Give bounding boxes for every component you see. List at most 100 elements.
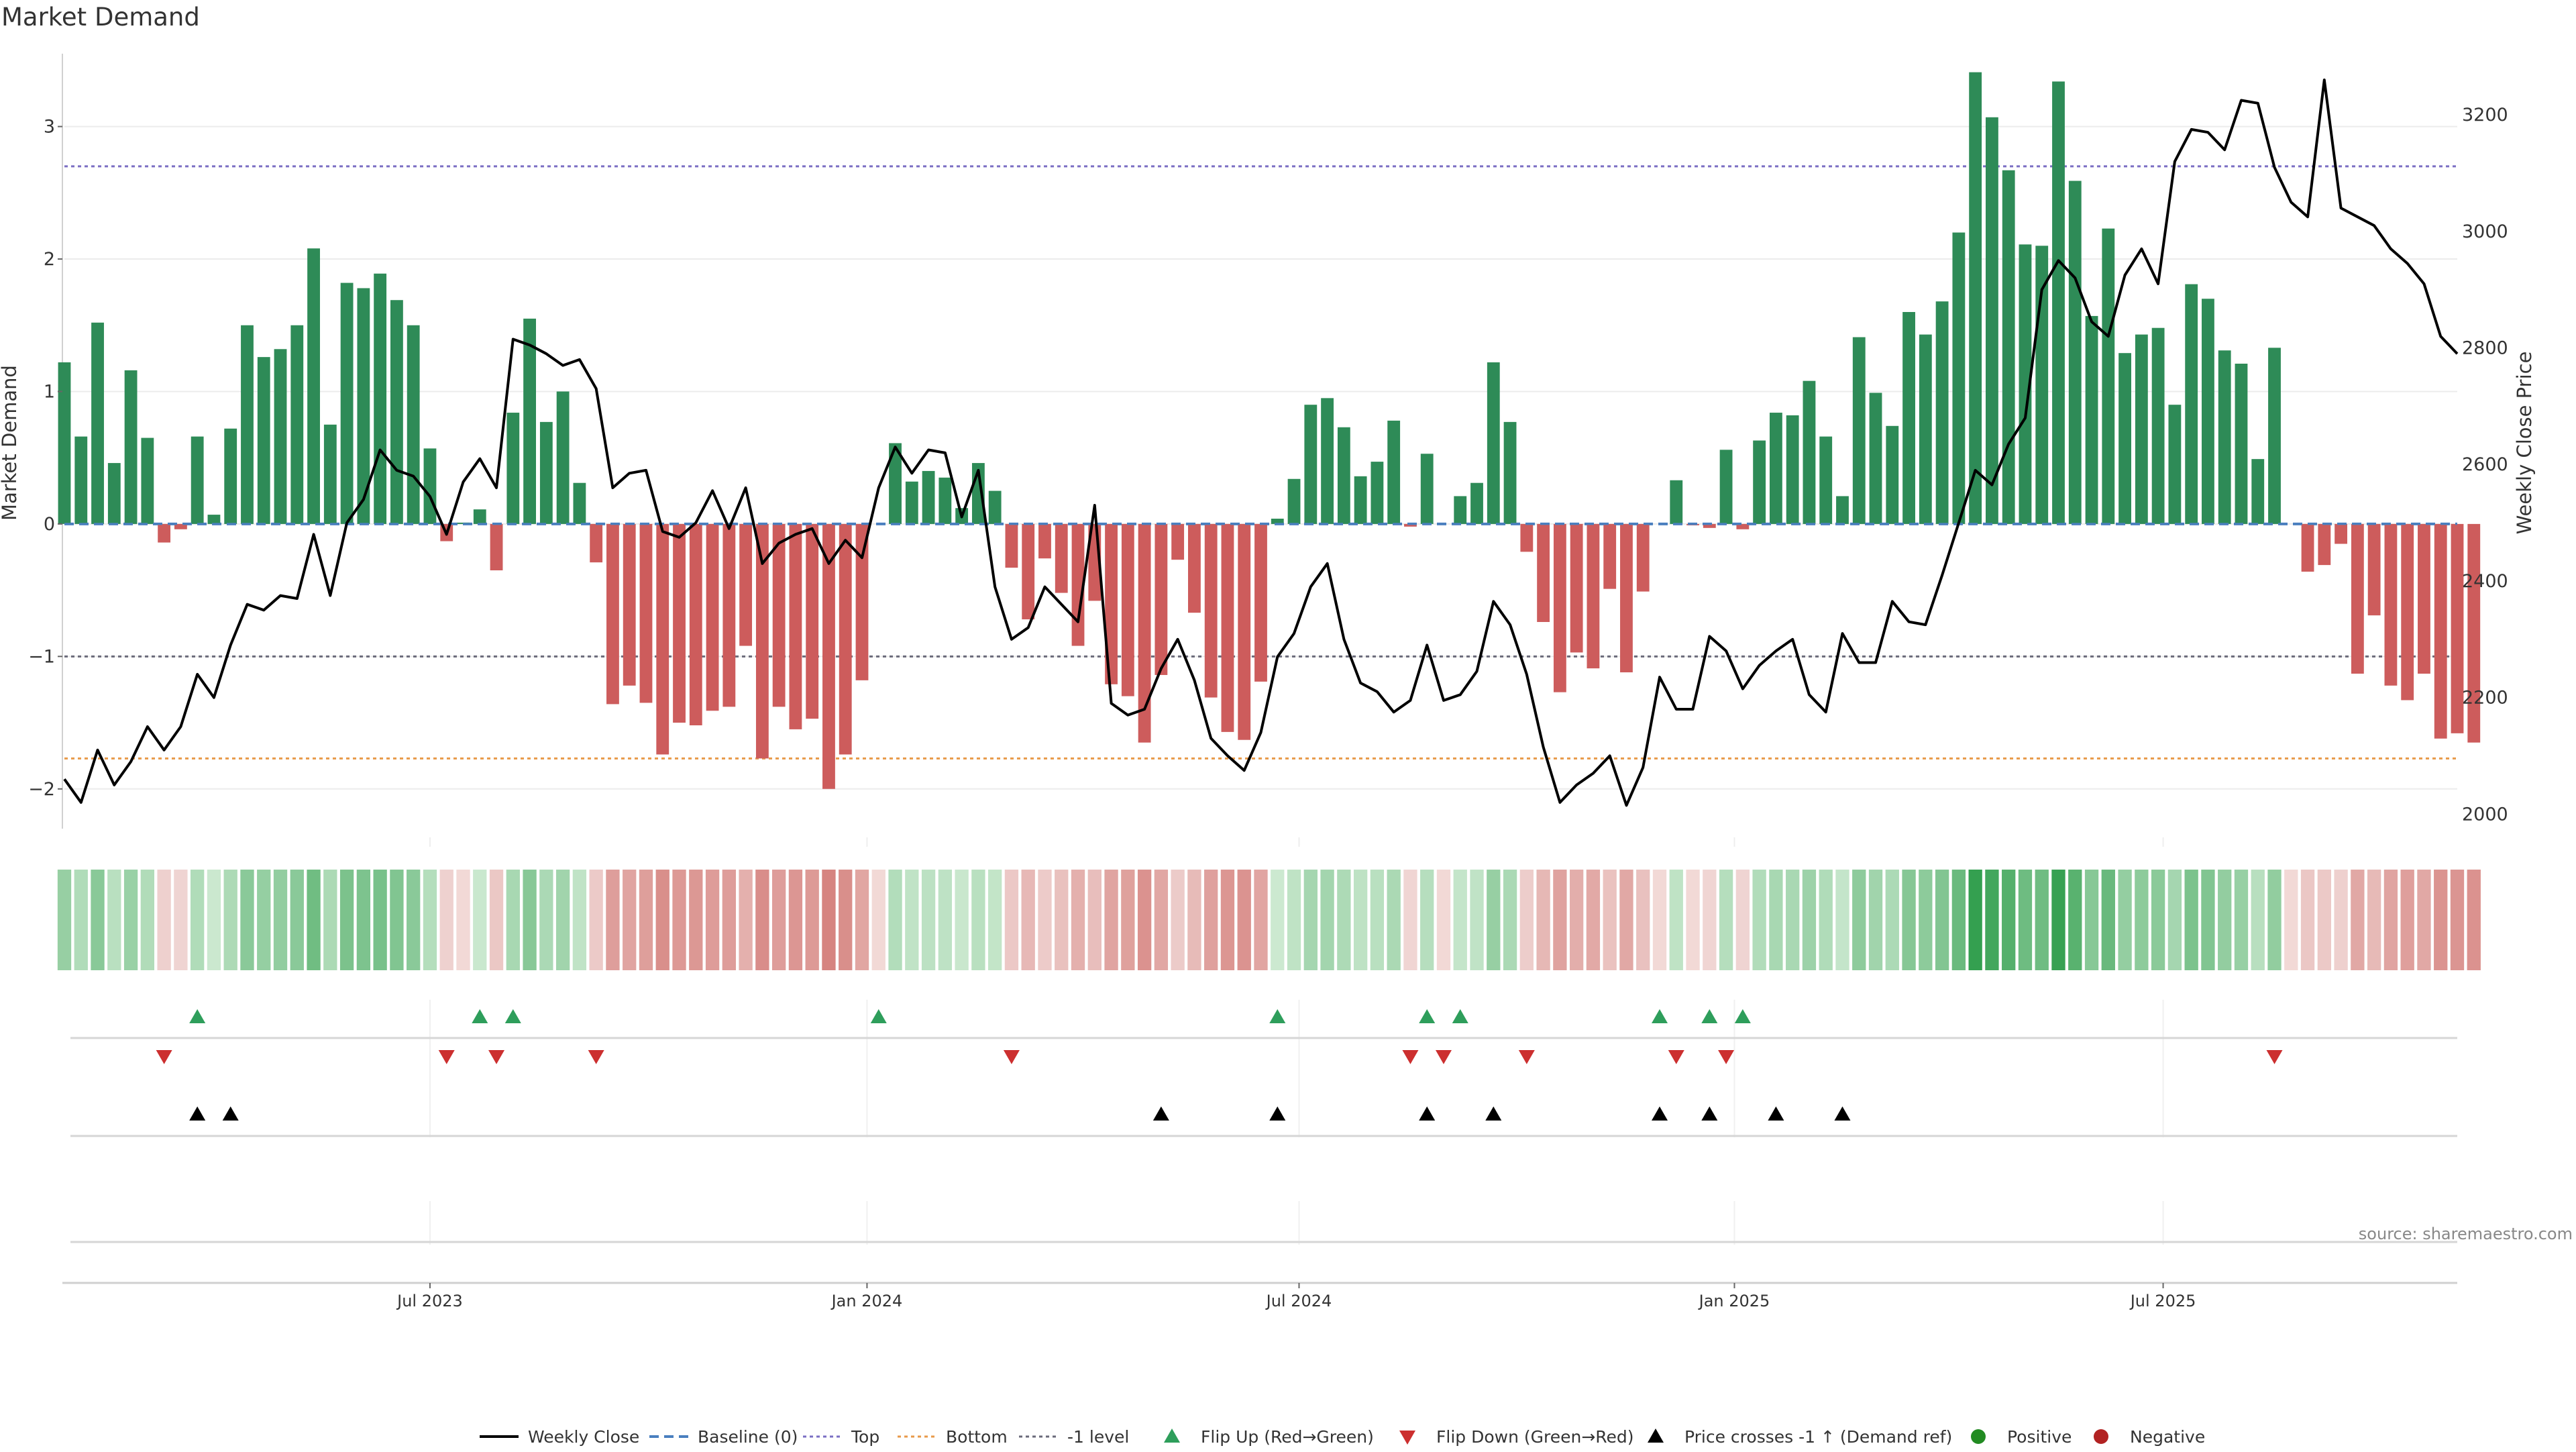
legend-label: Weekly Close [528,1427,639,1447]
flip-down-marker [1518,1050,1535,1064]
strip-cell [672,870,686,970]
strip-cell [623,870,637,970]
strip-cell [1868,870,1883,970]
x-tick-label: Jul 2024 [1265,1292,1332,1310]
strip-cell [1021,870,1035,970]
demand-bar [1603,523,1617,589]
strip-cell [639,870,653,970]
right-tick-label: 2600 [2462,454,2508,475]
strip-cell [2135,870,2149,970]
strip-cell [589,870,603,970]
strip-cell [1337,870,1351,970]
strip-cell [506,870,520,970]
strip-cell [1038,870,1052,970]
strip-cell [1503,870,1517,970]
price-cross-marker [222,1106,239,1121]
demand-bar [1254,523,1267,682]
strip-cell [839,870,853,970]
strip-cell [1919,870,1933,970]
left-tick-label: 1 [44,381,55,402]
demand-bar [556,391,570,524]
demand-bar [1836,496,1849,524]
strip-cell [1370,870,1385,970]
demand-bar [623,523,636,686]
left-tick-label: 2 [44,249,55,270]
flip-down-marker [1668,1050,1684,1064]
strip-cell [257,870,271,970]
strip-cell [390,870,404,970]
demand-bar [1304,405,1318,524]
strip-cell [1553,870,1567,970]
demand-bar [2118,353,2131,524]
strip-cell [2251,870,2265,970]
strip-cell [523,870,537,970]
right-axis-ticks: 2000 2200 2400 2600 2800 3000 3200 [2462,105,2508,825]
demand-bar [2168,405,2182,524]
strip-cell [855,870,869,970]
strip-cell [1719,870,1733,970]
strip-cell [1619,870,1633,970]
demand-bar [606,523,619,705]
strip-cell [2300,870,2315,970]
strip-cell [1303,870,1318,970]
flip-up-marker [1701,1009,1718,1023]
demand-bar [590,523,603,563]
demand-bar [1005,523,1018,568]
strip-cell [373,870,387,970]
strip-cell [2035,870,2049,970]
strip-cell [2467,870,2481,970]
strip-cell [1569,870,1584,970]
demand-bar [2202,299,2214,524]
strip-cell [2234,870,2249,970]
demand-bar [722,523,736,707]
source-note: source: sharemaestro.com [2359,1225,2573,1243]
strip-cell [1819,870,1833,970]
demand-bar [2401,523,2414,701]
strip-cell [91,870,105,970]
strip-cell [2383,870,2398,970]
demand-bar [1071,523,1085,646]
demand-bar [2451,523,2464,733]
flip-up-marker [1652,1009,1668,1023]
demand-bar [1454,496,1467,524]
demand-bar [2434,523,2447,739]
price-cross-marker [189,1106,206,1121]
price-cross-marker [1834,1106,1851,1121]
demand-bar [1620,523,1633,673]
flip-down-marker [488,1050,505,1064]
demand-bar [74,436,88,524]
strip-cell [1403,870,1417,970]
demand-bar [2268,348,2281,524]
demand-bar [523,318,536,524]
demand-bar [1819,436,1833,524]
strip-cell [1137,870,1152,970]
right-tick-label: 2800 [2462,338,2508,359]
x-tick-label: Jan 2025 [1698,1292,1770,1310]
demand-bar [473,509,486,524]
demand-bar [141,437,154,524]
demand-bar [1354,476,1367,524]
demand-bar [506,413,520,524]
x-axis: Jul 2023 Jan 2024 Jul 2024 Jan 2025 Jul 2025 [62,1282,2457,1310]
strip-cell [123,870,138,970]
demand-bar [1769,413,1782,524]
strip-cell [174,870,188,970]
demand-bar [922,470,935,524]
x-tick-label: Jan 2024 [830,1292,903,1310]
legend-marker-triangle-down [1399,1431,1415,1445]
demand-bar [423,448,437,524]
flip-down-marker [1435,1050,1452,1064]
weekly-close-polyline [63,79,2459,807]
strip-cell [473,870,487,970]
demand-bar [1420,454,1434,524]
demand-bar [1171,523,1185,560]
strip-cell [1669,870,1683,970]
strip-cell [888,870,902,970]
flip-up-marker [1269,1009,1286,1023]
price-cross-marker [1768,1106,1784,1121]
demand-bar [174,523,187,529]
demand-bar [1337,427,1350,524]
demand-bar [1537,523,1550,622]
demand-bar [573,482,586,524]
strip-cell [771,870,786,970]
